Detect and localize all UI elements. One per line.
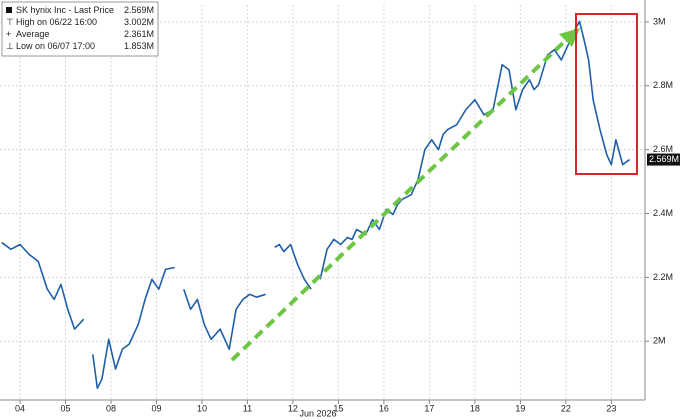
y-tick-label: 2.6M [653, 144, 673, 154]
x-axis-title: Jun 2026 [299, 408, 336, 418]
x-tick-label: 16 [379, 403, 389, 413]
legend-icon: ⊤ [6, 17, 14, 27]
x-tick-label: 10 [197, 403, 207, 413]
y-tick-label: 2M [653, 336, 666, 346]
x-tick-label: 19 [515, 403, 525, 413]
x-tick-label: 04 [15, 403, 25, 413]
highlight-box [575, 13, 638, 175]
legend-box [1, 1, 159, 57]
legend-swatch [6, 7, 12, 13]
x-tick-label: 09 [151, 403, 161, 413]
legend: SK hynix Inc - Last Price 2.569M ⊤ High … [1, 1, 159, 57]
last-price-label: 2.569M [649, 154, 679, 164]
legend-label: High on 06/22 16:00 [16, 17, 97, 27]
legend-icon: ⊥ [6, 41, 14, 51]
x-tick-label: 11 [243, 403, 252, 413]
legend-label: SK hynix Inc - Last Price [16, 5, 114, 15]
last-price-box [647, 153, 680, 166]
y-tick-label: 2.4M [653, 208, 673, 218]
x-tick-label: 18 [470, 403, 480, 413]
x-tick-label: 05 [60, 403, 70, 413]
x-tick-label: 22 [561, 403, 571, 413]
legend-value: 1.853M [124, 41, 154, 51]
y-tick-label: 2.8M [653, 80, 673, 90]
legend-value: 2.569M [124, 5, 154, 15]
legend-value: 2.361M [124, 29, 154, 39]
x-tick-label: 23 [606, 403, 616, 413]
trend-arrow [230, 38, 568, 362]
legend-label: Low on 06/07 17:00 [16, 41, 95, 51]
price-line [1, 20, 631, 389]
y-tick-label: 2.2M [653, 272, 673, 282]
legend-value: 3.002M [124, 17, 154, 27]
plot [1, 20, 631, 389]
x-tick-label: 17 [424, 403, 434, 413]
legend-icon: + [6, 29, 11, 39]
grid [0, 5, 645, 400]
x-tick-label: 15 [333, 403, 343, 413]
arrow-head [559, 28, 580, 47]
y-tick-label: 3M [653, 16, 666, 26]
x-tick-label: 08 [106, 403, 116, 413]
x-tick-label: 12 [288, 403, 298, 413]
legend-label: Average [16, 29, 49, 39]
